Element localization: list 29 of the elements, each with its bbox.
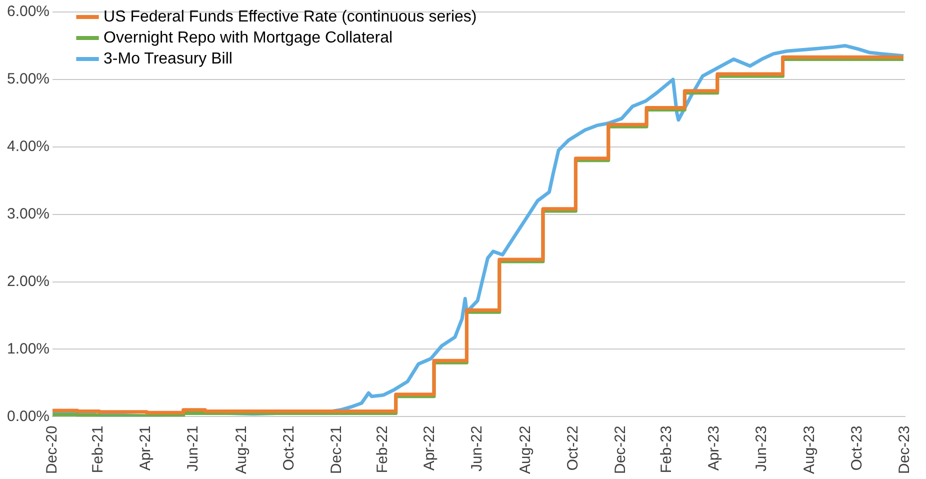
y-tick-label: 2.00% bbox=[6, 272, 50, 290]
x-tick-label: Dec-20 bbox=[44, 426, 61, 474]
x-tick-label: Jun-23 bbox=[752, 426, 770, 472]
x-tick-label: Jun-22 bbox=[468, 426, 486, 472]
y-tick-label: 0.00% bbox=[6, 408, 50, 425]
legend-label: 3-Mo Treasury Bill bbox=[104, 50, 232, 68]
x-tick-label: Dec-22 bbox=[612, 426, 629, 474]
y-tick-label: 1.00% bbox=[6, 340, 50, 358]
x-tick-label: Feb-21 bbox=[90, 426, 107, 474]
x-tick-label: Feb-22 bbox=[374, 426, 391, 474]
legend-label: Overnight Repo with Mortgage Collateral bbox=[104, 29, 393, 46]
x-tick-label: Oct-23 bbox=[848, 426, 866, 471]
x-tick-label: Dec-21 bbox=[328, 426, 345, 474]
x-tick-label: Oct-21 bbox=[280, 426, 298, 471]
y-tick-label: 4.00% bbox=[6, 138, 50, 156]
x-tick-label: Dec-23 bbox=[896, 426, 914, 474]
x-tick-label: Apr-22 bbox=[421, 426, 438, 471]
y-tick-label: 5.00% bbox=[6, 70, 50, 88]
x-tick-label: Apr-23 bbox=[705, 426, 722, 471]
x-tick-label: Aug-23 bbox=[801, 426, 818, 474]
x-tick-label: Oct-22 bbox=[564, 426, 582, 471]
x-tick-label: Aug-21 bbox=[232, 426, 250, 474]
x-tick-label: Feb-23 bbox=[658, 426, 675, 474]
x-tick-label: Apr-21 bbox=[137, 426, 154, 471]
x-tick-label: Aug-22 bbox=[517, 426, 534, 474]
y-tick-label: 3.00% bbox=[6, 205, 50, 222]
legend-label: US Federal Funds Effective Rate (continuous series) bbox=[104, 8, 477, 26]
y-tick-label: 6.00% bbox=[6, 3, 50, 20]
x-tick-label: Jun-21 bbox=[184, 426, 202, 472]
